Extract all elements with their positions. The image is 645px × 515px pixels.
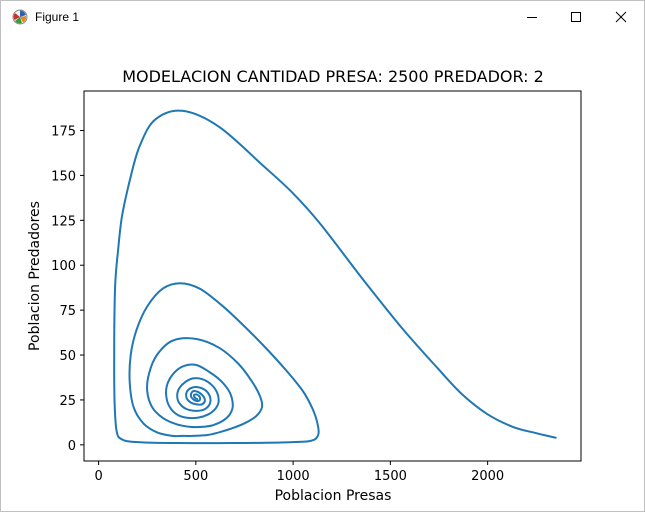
maximize-icon: [571, 12, 581, 22]
plot-lines: [113, 109, 557, 445]
y-axis-label: Poblacion Predadores: [27, 201, 43, 351]
y-tick-label: 150: [51, 169, 76, 184]
y-tick-label: 75: [59, 304, 76, 319]
y-tick-label: 0: [68, 439, 76, 454]
title-bar[interactable]: Figure 1: [1, 1, 644, 33]
minimize-icon: [527, 17, 537, 18]
x-tick-label: 1500: [374, 469, 407, 484]
y-tick-label: 50: [59, 349, 76, 364]
x-tick-label: 0: [94, 469, 102, 484]
x-tick-label: 1000: [277, 469, 310, 484]
phase-plot: MODELACION CANTIDAD PRESA: 2500 PREDADOR…: [27, 67, 582, 504]
matplotlib-figure-icon: [12, 9, 28, 25]
y-tick-label: 175: [51, 125, 76, 140]
axes-frame: [83, 90, 582, 462]
y-tick-label: 100: [51, 259, 76, 274]
figure-canvas: MODELACION CANTIDAD PRESA: 2500 PREDADOR…: [1, 33, 644, 511]
maximize-button[interactable]: [553, 1, 599, 33]
x-tick-label: 500: [183, 469, 208, 484]
window-title: Figure 1: [35, 10, 80, 24]
minimize-button[interactable]: [509, 1, 555, 33]
series-line: [113, 109, 557, 445]
y-tick-label: 125: [51, 214, 76, 229]
chart-title: MODELACION CANTIDAD PRESA: 2500 PREDADOR…: [122, 67, 544, 86]
close-icon: [615, 11, 627, 23]
x-axis: 0 500 1000 1500 2000: [94, 461, 504, 484]
x-tick-label: 2000: [471, 469, 504, 484]
close-button[interactable]: [598, 1, 644, 33]
y-tick-label: 25: [59, 394, 76, 409]
x-axis-label: Poblacion Presas: [275, 488, 392, 504]
y-axis: 0 25 50 75 100 125 150 175: [51, 125, 84, 454]
